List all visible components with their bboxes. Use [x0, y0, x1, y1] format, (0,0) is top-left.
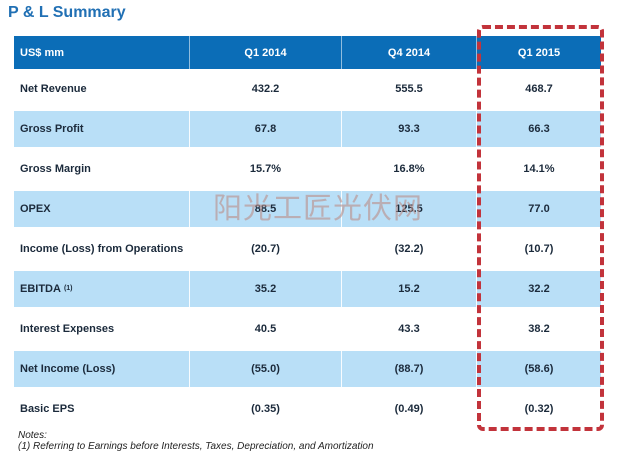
row-label: Basic EPS	[14, 389, 190, 429]
table-header-row: US$ mm Q1 2014 Q4 2014 Q1 2015	[14, 36, 601, 69]
cell-value: 16.8%	[342, 149, 477, 189]
row-label: Income (Loss) from Operations	[14, 229, 190, 269]
table-row: Basic EPS (0.35) (0.49) (0.32)	[14, 389, 601, 429]
row-label-text: EBITDA	[20, 283, 61, 295]
cell-value: (10.7)	[524, 243, 554, 255]
table-row: Net Revenue 432.2 555.5 468.7	[14, 69, 601, 109]
cell-value: 15.7%	[190, 149, 342, 189]
cell-value: 93.3	[342, 111, 477, 147]
table-row: EBITDA (1) 35.2 15.2 32.2	[14, 269, 601, 309]
row-label: EBITDA (1)	[14, 271, 190, 307]
cell-value: 66.3	[528, 123, 550, 135]
pl-summary-table: US$ mm Q1 2014 Q4 2014 Q1 2015 Net Reven…	[14, 36, 601, 429]
row-label: OPEX	[14, 191, 190, 227]
cell-value: 432.2	[190, 69, 342, 109]
cell-value: 125.5	[342, 191, 477, 227]
cell-value: (32.2)	[342, 229, 477, 269]
table-row: OPEX 88.5 125.5 77.0	[14, 189, 601, 229]
cell-value: (58.6)	[524, 363, 554, 375]
cell-value: 468.7	[525, 83, 553, 95]
header-us-mm: US$ mm	[14, 36, 190, 69]
cell-value: 14.1%	[523, 163, 555, 175]
footnote-1: (1) Referring to Earnings before Interes…	[18, 441, 374, 452]
cell-value: 40.5	[190, 309, 342, 349]
cell-value: 35.2	[190, 271, 342, 307]
table-row: Income (Loss) from Operations (20.7) (32…	[14, 229, 601, 269]
row-label: Gross Profit	[14, 111, 190, 147]
cell-value: 77.0	[528, 203, 550, 215]
cell-value: 43.3	[342, 309, 477, 349]
cell-value: 15.2	[342, 271, 477, 307]
cell-value: (0.35)	[190, 389, 342, 429]
table-row: Interest Expenses 40.5 43.3 38.2	[14, 309, 601, 349]
cell-value: (88.7)	[342, 351, 477, 387]
cell-value: 555.5	[342, 69, 477, 109]
cell-value: 38.2	[528, 323, 550, 335]
cell-value: 88.5	[190, 191, 342, 227]
cell-value: 67.8	[190, 111, 342, 147]
page-title: P & L Summary	[8, 4, 126, 21]
cell-value: 32.2	[528, 283, 550, 295]
cell-value: (0.32)	[524, 403, 554, 415]
cell-value: (55.0)	[190, 351, 342, 387]
header-q1-2015: Q1 2015	[517, 46, 561, 59]
table-row: Gross Margin 15.7% 16.8% 14.1%	[14, 149, 601, 189]
footnotes-heading: Notes:	[18, 430, 47, 441]
row-label: Gross Margin	[14, 149, 190, 189]
header-q1-2014: Q1 2014	[190, 36, 342, 69]
footnote-marker: (1)	[63, 284, 73, 292]
cell-value: (20.7)	[190, 229, 342, 269]
header-q4-2014: Q4 2014	[342, 36, 477, 69]
row-label: Net Income (Loss)	[14, 351, 190, 387]
footnotes: Notes: (1) Referring to Earnings before …	[18, 430, 374, 452]
row-label: Interest Expenses	[14, 309, 190, 349]
row-label: Net Revenue	[14, 69, 190, 109]
watermark: 阳光工匠光伏网	[213, 193, 424, 225]
table-row: Net Income (Loss) (55.0) (88.7) (58.6)	[14, 349, 601, 389]
table-row: Gross Profit 67.8 93.3 66.3	[14, 109, 601, 149]
cell-value: (0.49)	[342, 389, 477, 429]
